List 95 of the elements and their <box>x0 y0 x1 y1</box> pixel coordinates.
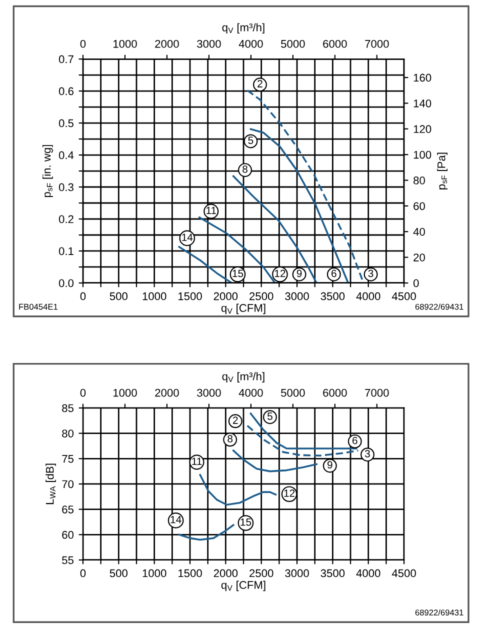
y-axis-title: L$_{WA}$ [dB] <box>46 464 56 504</box>
annotation: 2 <box>258 80 262 88</box>
y2-tick-label: 140 <box>414 99 432 108</box>
x2-tick-label: 2000 <box>155 40 179 48</box>
annotation: 11 <box>206 206 216 214</box>
text: FB0454E1 <box>19 304 58 310</box>
x-tick-label: 4000 <box>356 292 380 300</box>
line-series <box>232 175 318 283</box>
x2-axis-title: q$_{V}$ [m³/h] <box>222 372 264 382</box>
annotation: 12 <box>274 270 286 278</box>
x2-tick-label: 0 <box>80 40 86 48</box>
y2-tick-label: 120 <box>414 125 432 134</box>
x2-tick-label: 6000 <box>323 388 347 397</box>
text: 68922/69431 <box>415 304 464 310</box>
x-tick-label: 1000 <box>142 292 166 300</box>
x-tick-label: 500 <box>110 569 128 578</box>
x2-tick-label: 1000 <box>113 40 137 48</box>
x2-tick-label: 2000 <box>155 388 179 397</box>
x-tick-label: 3500 <box>320 292 345 300</box>
annotation: 5 <box>248 136 254 144</box>
x-tick-label: 1000 <box>142 569 166 578</box>
x2-tick-label: 7000 <box>365 40 389 48</box>
line-series <box>250 128 350 283</box>
y-tick-label: 55 <box>62 556 74 564</box>
text: 68922/69431 <box>415 609 464 616</box>
annotation: 6 <box>352 436 358 444</box>
y-tick-label: 60 <box>62 530 74 539</box>
y2-axis-title: p$_{sF}$ [Pa] <box>437 152 448 190</box>
y2-tick-label: 160 <box>414 74 432 82</box>
y-tick-label: 65 <box>62 506 74 514</box>
x2-tick-label: 3000 <box>197 40 221 48</box>
x2-tick-label: 0 <box>80 388 86 397</box>
y2-tick-label: 20 <box>414 254 425 262</box>
annotation: 8 <box>242 165 248 173</box>
x-tick-label: 4500 <box>392 569 416 578</box>
annotation: 15 <box>240 518 252 526</box>
x2-tick-label: 4000 <box>238 388 263 397</box>
x2-tick-label: 1000 <box>113 388 137 397</box>
annotation: 15 <box>232 270 244 278</box>
x2-tick-label: 7000 <box>365 388 389 397</box>
x-tick-label: 500 <box>110 292 128 300</box>
annotation: 9 <box>296 270 302 278</box>
annotation: 14 <box>170 516 182 524</box>
y2-tick-label: 0 <box>413 279 419 288</box>
y-tick-label: 75 <box>62 455 74 463</box>
y-tick-label: 0.1 <box>58 247 74 256</box>
y2-tick-label: 60 <box>414 202 425 210</box>
x-tick-label: 1500 <box>178 569 202 578</box>
x2-axis-title: q$_{V}$ [m³/h] <box>222 23 264 34</box>
annotation: 11 <box>192 458 202 465</box>
y-tick-label: 80 <box>62 430 74 438</box>
annotation: 3 <box>364 450 370 458</box>
line-series <box>232 450 318 472</box>
annotation: 2 <box>232 416 238 424</box>
x-tick-label: 2500 <box>250 569 274 578</box>
x2-tick-label: 3000 <box>197 388 221 397</box>
x-tick-label: 3500 <box>320 569 345 578</box>
x-tick-label: 0 <box>80 569 86 578</box>
y-tick-label: 0.0 <box>58 279 74 288</box>
annotation: 6 <box>332 270 336 278</box>
x-tick-label: 2000 <box>214 569 238 578</box>
x-tick-label: 2000 <box>214 292 238 300</box>
x-axis-title: q$_{V}$ [CFM] <box>221 580 266 592</box>
x-tick-label: 3000 <box>285 569 309 578</box>
annotation: 8 <box>228 435 233 442</box>
y-tick-label: 70 <box>62 480 74 488</box>
x2-tick-label: 5000 <box>281 388 305 397</box>
y-tick-label: 0.2 <box>58 215 74 224</box>
y-tick-label: 0.6 <box>58 87 74 96</box>
y-axis-title: p$_{sF}$ [in. wg] <box>42 145 53 198</box>
annotation: 14 <box>182 234 193 241</box>
x-tick-label: 2500 <box>250 292 274 300</box>
y2-tick-label: 40 <box>413 228 425 236</box>
x-tick-label: 1500 <box>178 292 202 300</box>
y-tick-label: 0.5 <box>58 119 74 128</box>
y2-tick-label: 100 <box>414 150 432 159</box>
annotation: 12 <box>284 490 295 497</box>
y-tick-label: 0.7 <box>58 55 74 64</box>
y-tick-label: 85 <box>62 404 74 412</box>
x-tick-label: 4500 <box>392 292 416 300</box>
x2-tick-label: 6000 <box>323 40 347 48</box>
annotation: 9 <box>327 461 332 469</box>
annotation: 5 <box>267 412 272 420</box>
x-tick-label: 0 <box>80 292 86 300</box>
line-series <box>178 524 234 541</box>
y-tick-label: 0.3 <box>58 183 74 192</box>
line-series <box>199 474 277 506</box>
y2-tick-label: 80 <box>414 176 425 184</box>
x-tick-label: 3000 <box>285 292 309 300</box>
x2-tick-label: 5000 <box>281 40 305 48</box>
annotation: 3 <box>368 270 374 278</box>
x-axis-title: q$_{V}$ [CFM] <box>221 304 266 314</box>
x2-tick-label: 4000 <box>238 40 263 48</box>
y-tick-label: 0.4 <box>58 151 74 160</box>
x-tick-label: 4000 <box>356 569 380 578</box>
